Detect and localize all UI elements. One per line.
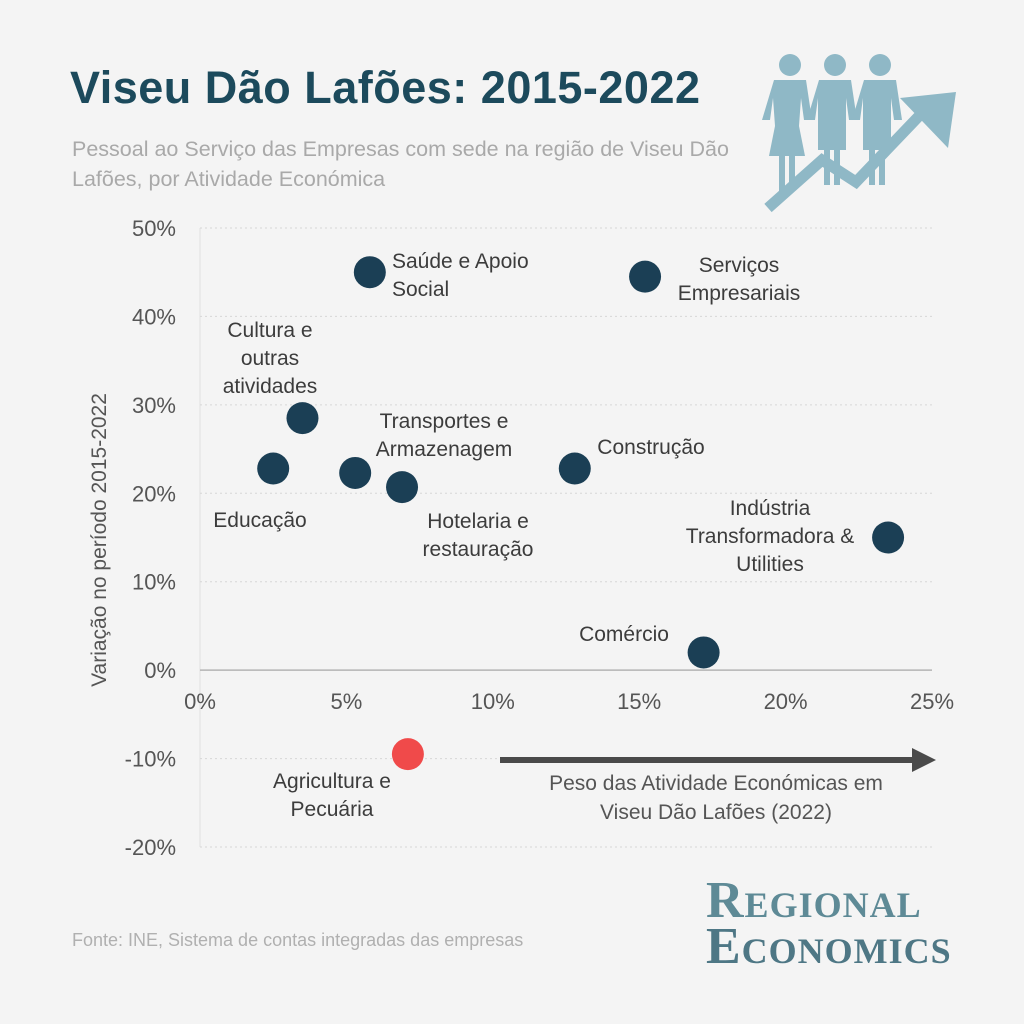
brand-line-1: Regional — [706, 872, 922, 929]
data-point — [558, 452, 591, 485]
y-tick-label: 10% — [132, 570, 176, 595]
x-tick-label: 15% — [617, 689, 661, 714]
point-label: Transportes e Armazenagem — [376, 410, 513, 461]
brand-logo: Regional Economics — [706, 872, 952, 975]
data-point — [872, 521, 905, 554]
point-label: Serviços Empresariais — [678, 254, 801, 305]
x-tick-label: 20% — [764, 689, 808, 714]
point-label: Hotelaria e restauração — [423, 510, 534, 561]
y-axis-title: Variação no período 2015-2022 — [88, 393, 111, 687]
annotation-arrow-head — [912, 748, 936, 772]
point-label: Cultura e outras atividades — [223, 319, 318, 398]
data-point — [339, 456, 372, 489]
y-tick-label: 0% — [144, 658, 176, 683]
data-point — [629, 260, 662, 293]
y-tick-label: 40% — [132, 304, 176, 329]
point-label: Educação — [213, 509, 306, 532]
y-tick-label: 20% — [132, 481, 176, 506]
y-tick-label: -10% — [125, 747, 176, 772]
data-point — [386, 471, 419, 504]
point-label: Construção — [597, 436, 704, 459]
point-label: Comércio — [579, 623, 669, 646]
point-label: Agricultura e Pecuária — [273, 770, 391, 821]
y-tick-label: 30% — [132, 393, 176, 418]
y-tick-label: 50% — [132, 216, 176, 241]
chart-subtitle: Pessoal ao Serviço das Empresas com sede… — [72, 137, 729, 191]
data-point — [353, 256, 386, 289]
brand-line-2: Economics — [706, 918, 952, 975]
x-tick-label: 25% — [910, 689, 954, 714]
point-label: Saúde e Apoio Social — [392, 250, 529, 301]
chart-title: Viseu Dão Lafões: 2015-2022 — [70, 62, 701, 113]
data-point — [286, 402, 319, 435]
data-point — [257, 452, 290, 485]
people-growth-arrow-icon — [760, 50, 960, 225]
x-tick-label: 0% — [184, 689, 216, 714]
source-note: Fonte: INE, Sistema de contas integradas… — [72, 930, 524, 950]
annotation-text: Peso das Atividade Económicas em Viseu Dã… — [549, 772, 883, 824]
x-tick-label: 10% — [471, 689, 515, 714]
x-tick-label: 5% — [331, 689, 363, 714]
data-point — [687, 636, 720, 669]
y-tick-label: -20% — [125, 835, 176, 860]
data-point — [391, 738, 424, 771]
point-label: Indústria Transformadora & Utilities — [686, 497, 854, 576]
